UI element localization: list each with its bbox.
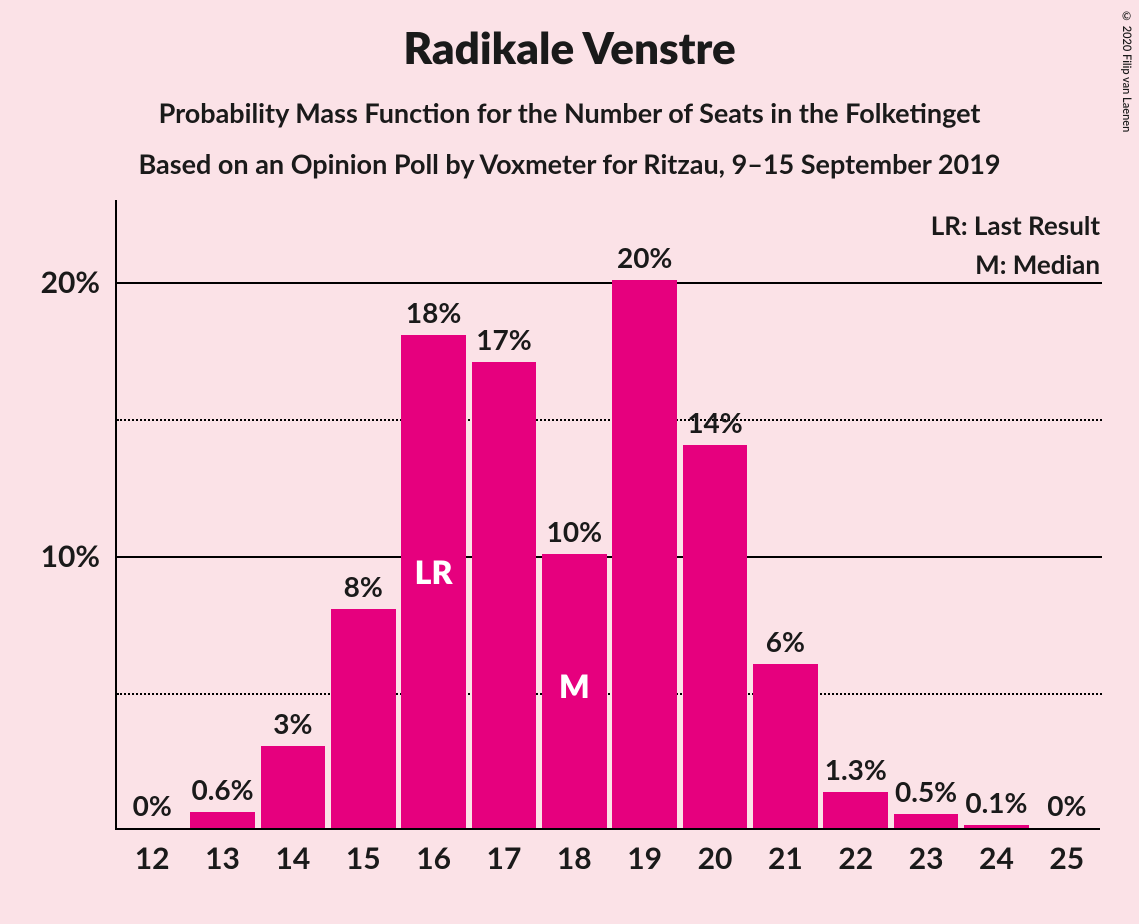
xtick-label: 19 bbox=[627, 840, 662, 876]
bar bbox=[894, 814, 959, 828]
xtick-label: 21 bbox=[768, 840, 803, 876]
bar-value-label: 17% bbox=[476, 322, 531, 356]
bar-value-label: 6% bbox=[766, 624, 805, 658]
bar bbox=[823, 792, 888, 828]
chart-area: 10%20%0%120.6%133%148%1518%LR1617%1710%M… bbox=[115, 200, 1100, 830]
bar bbox=[190, 812, 255, 828]
bar bbox=[753, 664, 818, 828]
ytick-label: 20% bbox=[41, 264, 100, 300]
xtick-label: 13 bbox=[205, 840, 240, 876]
xtick-label: 20 bbox=[698, 840, 733, 876]
bar-value-label: 8% bbox=[344, 569, 383, 603]
bar-value-label: 10% bbox=[547, 514, 602, 548]
xtick-label: 15 bbox=[346, 840, 381, 876]
bar-inner-label: M bbox=[559, 666, 590, 705]
bar-value-label: 0.5% bbox=[895, 774, 957, 808]
xtick-label: 14 bbox=[275, 840, 310, 876]
xtick-label: 23 bbox=[909, 840, 944, 876]
xtick-label: 22 bbox=[838, 840, 873, 876]
bar-inner-label: LR bbox=[415, 552, 453, 591]
bar-value-label: 1.3% bbox=[825, 752, 887, 786]
xtick-label: 24 bbox=[979, 840, 1014, 876]
bar bbox=[612, 280, 677, 828]
chart-subtitle-2: Based on an Opinion Poll by Voxmeter for… bbox=[0, 147, 1139, 180]
ytick-label: 10% bbox=[41, 538, 100, 574]
bar-value-label: 0% bbox=[1047, 788, 1086, 822]
gridline-minor bbox=[117, 693, 1102, 695]
bar bbox=[261, 746, 326, 828]
chart-subtitle-1: Probability Mass Function for the Number… bbox=[0, 96, 1139, 129]
bar-value-label: 0.1% bbox=[965, 785, 1027, 819]
bar-value-label: 14% bbox=[687, 405, 742, 439]
bar bbox=[331, 609, 396, 828]
legend-lr: LR: Last Result bbox=[931, 206, 1100, 245]
bar bbox=[683, 445, 748, 828]
xtick-label: 25 bbox=[1049, 840, 1084, 876]
plot-area: 10%20%0%120.6%133%148%1518%LR1617%1710%M… bbox=[115, 200, 1100, 830]
xtick-label: 12 bbox=[135, 840, 170, 876]
xtick-label: 16 bbox=[416, 840, 451, 876]
xtick-label: 18 bbox=[557, 840, 592, 876]
xtick-label: 17 bbox=[487, 840, 522, 876]
bar-value-label: 3% bbox=[273, 706, 312, 740]
bar-value-label: 20% bbox=[617, 240, 672, 274]
bar-value-label: 18% bbox=[406, 295, 461, 329]
chart-title: Radikale Venstre bbox=[0, 0, 1139, 74]
bar-value-label: 0.6% bbox=[191, 772, 253, 806]
legend: LR: Last Result M: Median bbox=[931, 206, 1100, 284]
bar-value-label: 0% bbox=[133, 788, 172, 822]
bar bbox=[964, 825, 1029, 828]
copyright-text: © 2020 Filip van Laenen bbox=[1120, 10, 1133, 132]
gridline-minor bbox=[117, 419, 1102, 421]
bar bbox=[472, 362, 537, 828]
legend-m: M: Median bbox=[931, 245, 1100, 284]
gridline-major bbox=[117, 556, 1102, 558]
